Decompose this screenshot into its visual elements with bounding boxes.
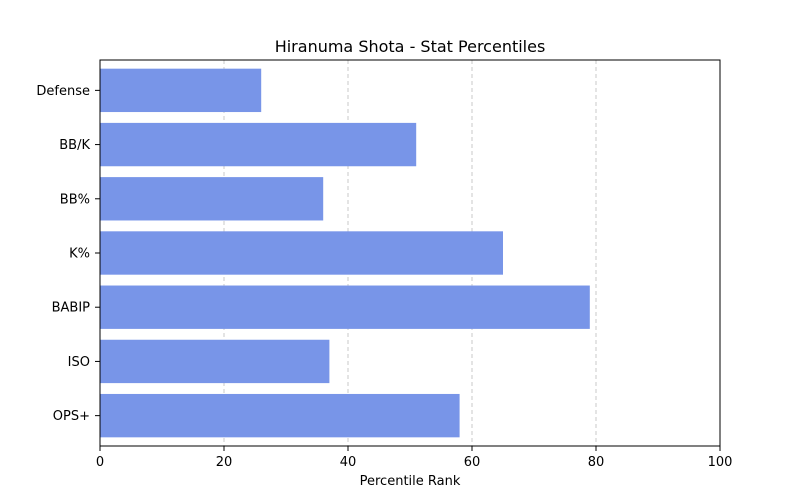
- x-tick-label: 40: [340, 455, 357, 470]
- y-tick-label: BB/K: [59, 138, 90, 153]
- y-axis: Defense BB/K BB% K% BABIP ISO OPS+: [36, 84, 100, 424]
- y-tick-label: K%: [69, 247, 90, 262]
- bar-bb-k: [100, 122, 417, 167]
- bar-k-: [100, 231, 503, 275]
- y-tick-label: Defense: [36, 84, 90, 99]
- bar-babip: [100, 285, 590, 329]
- bar-ops-: [100, 393, 460, 438]
- bars: [100, 68, 590, 438]
- x-axis-label: Percentile Rank: [360, 474, 461, 489]
- bar-iso: [100, 339, 330, 384]
- bar-defense: [100, 68, 262, 113]
- x-tick-label: 20: [216, 455, 233, 470]
- x-axis: 0 20 40 60 80 100: [96, 446, 733, 470]
- y-tick-label: ISO: [68, 355, 90, 370]
- x-tick-label: 100: [708, 455, 733, 470]
- y-tick-label: BB%: [60, 192, 90, 207]
- y-tick-label: OPS+: [53, 409, 90, 424]
- bar-bb-: [100, 177, 324, 221]
- x-tick-label: 60: [464, 455, 481, 470]
- chart-title: Hiranuma Shota - Stat Percentiles: [275, 37, 546, 56]
- x-tick-label: 0: [96, 455, 104, 470]
- y-tick-label: BABIP: [52, 301, 91, 316]
- x-tick-label: 80: [588, 455, 605, 470]
